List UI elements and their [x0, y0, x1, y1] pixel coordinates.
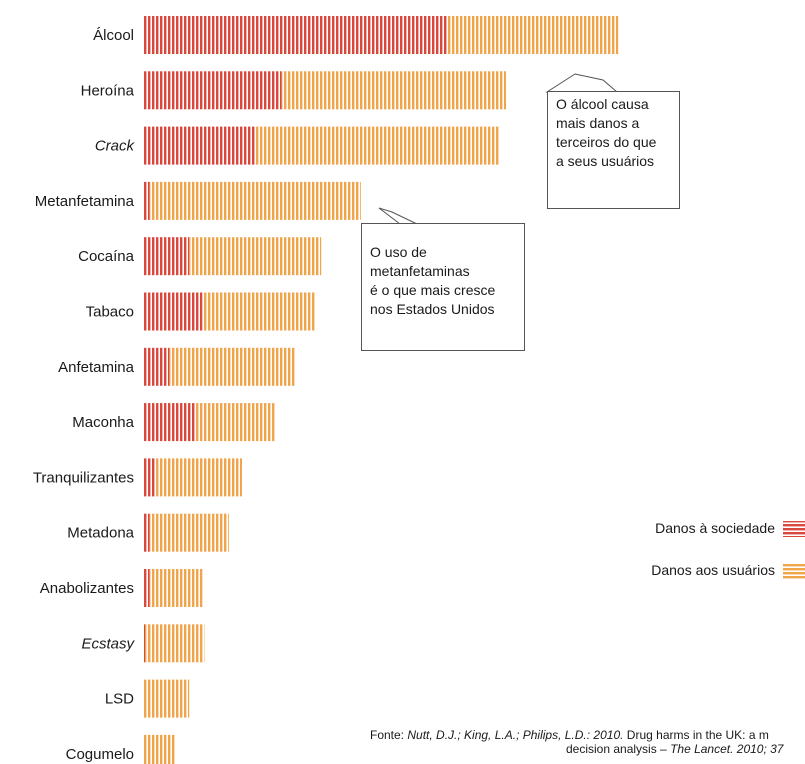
legend-swatch-society: [783, 521, 805, 537]
bar-users: [145, 624, 205, 663]
source-note: Fonte: Nutt, D.J.; King, L.A.; Philips, …: [370, 728, 805, 756]
legend-society: Danos à sociedade: [655, 520, 775, 536]
bar-users: [149, 181, 361, 220]
bar-users: [446, 16, 619, 54]
bar-society: [143, 403, 196, 442]
callout-meth-line: é o que mais cresce: [370, 282, 496, 298]
callout-alcohol-line: a seus usuários: [556, 153, 655, 169]
callout-alcohol-line: mais danos a: [556, 115, 640, 131]
legend-swatches: [783, 521, 805, 579]
category-label: Maconha: [72, 414, 134, 431]
source-journal: The Lancet. 2010; 37: [670, 742, 784, 756]
bar-users: [195, 403, 275, 442]
callout-alcohol-line: O álcool causa: [556, 96, 649, 112]
bar-users: [149, 569, 203, 607]
bar-society: [143, 292, 203, 331]
category-label: Ecstasy: [81, 635, 135, 652]
category-label: Cocaína: [78, 248, 135, 265]
source-title: Drug harms in the UK: a m: [623, 728, 769, 742]
legend-users-label: Danos aos usuários: [651, 562, 775, 578]
callout-meth: O uso de metanfetaminas é o que mais cre…: [361, 223, 525, 351]
category-label: Metanfetamina: [35, 193, 135, 210]
source-line2-prefix: decision analysis –: [566, 742, 671, 756]
source-authors: Nutt, D.J.; King, L.A.; Philips, L.D.: 2…: [407, 728, 624, 742]
callout-meth-line: nos Estados Unidos: [370, 301, 495, 317]
bar-society: [143, 624, 145, 663]
bar-society: [143, 237, 190, 276]
legend-users: Danos aos usuários: [651, 562, 775, 578]
category-label: Anfetamina: [58, 359, 135, 376]
category-label: Heroína: [81, 82, 135, 99]
category-label: Cogumelo: [66, 746, 134, 763]
bar-society: [143, 569, 150, 607]
callout-pointer-alcohol: [545, 73, 619, 93]
bar-society: [143, 458, 157, 497]
callout-alcohol: O álcool causa mais danos a terceiros do…: [547, 91, 680, 209]
bar-users: [149, 513, 229, 552]
bar-users: [143, 734, 176, 764]
bar-users: [169, 347, 295, 386]
category-label: LSD: [105, 691, 134, 708]
bar-society: [143, 513, 150, 552]
bar-society: [143, 126, 256, 165]
bar-users: [189, 237, 322, 276]
bar-users: [202, 292, 315, 331]
bar-users: [156, 458, 242, 497]
category-label: Tranquilizantes: [33, 469, 134, 486]
category-label: Crack: [95, 138, 136, 155]
legend-society-label: Danos à sociedade: [655, 520, 775, 536]
callout-meth-line: O uso de: [370, 244, 427, 260]
bar-users: [281, 71, 506, 110]
callout-pointer-meth: [378, 207, 418, 225]
category-label: Anabolizantes: [40, 580, 134, 597]
category-label: Metadona: [67, 525, 134, 542]
source-line-2: decision analysis – The Lancet. 2010; 37: [370, 742, 805, 756]
category-label: Álcool: [93, 27, 134, 44]
callout-alcohol-line: terceiros do que: [556, 134, 657, 150]
source-prefix: Fonte:: [370, 728, 408, 742]
callout-meth-line: metanfetaminas: [370, 263, 470, 279]
bar-society: [143, 16, 447, 54]
bar-users: [143, 679, 190, 718]
bar-society: [143, 71, 282, 110]
bar-society: [143, 347, 170, 386]
legend-swatch-users: [783, 563, 805, 579]
bar-users: [255, 126, 500, 165]
bar-society: [143, 181, 150, 220]
category-label: Tabaco: [86, 304, 134, 321]
source-line-1: Fonte: Nutt, D.J.; King, L.A.; Philips, …: [370, 728, 805, 742]
